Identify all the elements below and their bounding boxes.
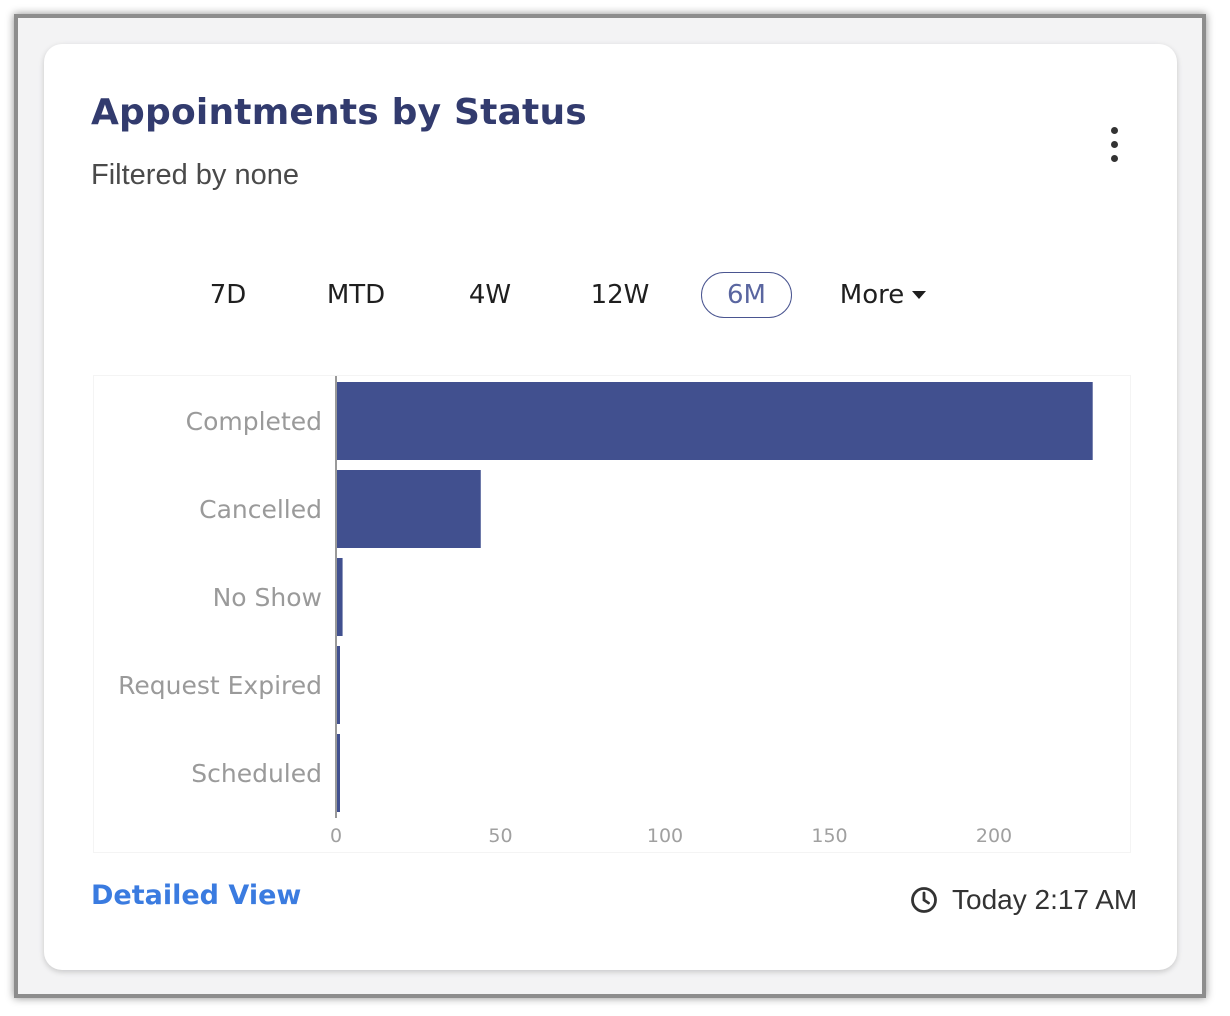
chart-area: Completed Cancelled No Show Request Expired… xyxy=(93,375,1131,853)
range-12w[interactable]: 12W xyxy=(590,280,650,310)
bar-cancelled[interactable] xyxy=(336,470,481,548)
range-more-dropdown[interactable]: More xyxy=(832,272,934,318)
x-tick-label: 100 xyxy=(647,825,683,847)
card-title: Appointments by Status xyxy=(91,92,587,133)
range-selector: 7D MTD 4W 12W 6M More xyxy=(44,272,1177,322)
filter-subtitle: Filtered by none xyxy=(91,159,299,191)
appointments-card: Appointments by Status Filtered by none … xyxy=(44,44,1177,970)
x-tick-label: 150 xyxy=(811,825,847,847)
updated-text: Today 2:17 AM xyxy=(952,884,1138,915)
y-tick-label: Request Expired xyxy=(118,671,322,700)
x-tick-label: 200 xyxy=(976,825,1012,847)
detailed-view-link[interactable]: Detailed View xyxy=(91,880,302,911)
range-7d[interactable]: 7D xyxy=(209,280,247,310)
range-mtd[interactable]: MTD xyxy=(326,280,386,310)
more-vert-icon[interactable] xyxy=(1102,127,1126,163)
caret-down-icon xyxy=(912,291,927,299)
clock-icon xyxy=(911,887,937,913)
bar-request-expired[interactable] xyxy=(336,646,340,724)
y-tick-label: Completed xyxy=(186,407,322,436)
range-4w[interactable]: 4W xyxy=(468,280,512,310)
x-tick-label: 0 xyxy=(330,825,342,847)
bar-scheduled[interactable] xyxy=(336,734,340,812)
x-tick-label: 50 xyxy=(488,825,512,847)
last-updated: Today 2:17 AM xyxy=(910,884,1137,916)
y-tick-label: No Show xyxy=(213,583,322,612)
bar-chart: Completed Cancelled No Show Request Expired… xyxy=(118,376,1093,847)
bar-completed[interactable] xyxy=(336,382,1093,460)
range-6m[interactable]: 6M xyxy=(701,272,792,318)
bar-no-show[interactable] xyxy=(336,558,343,636)
y-tick-label: Scheduled xyxy=(191,759,322,788)
y-tick-label: Cancelled xyxy=(199,495,322,524)
